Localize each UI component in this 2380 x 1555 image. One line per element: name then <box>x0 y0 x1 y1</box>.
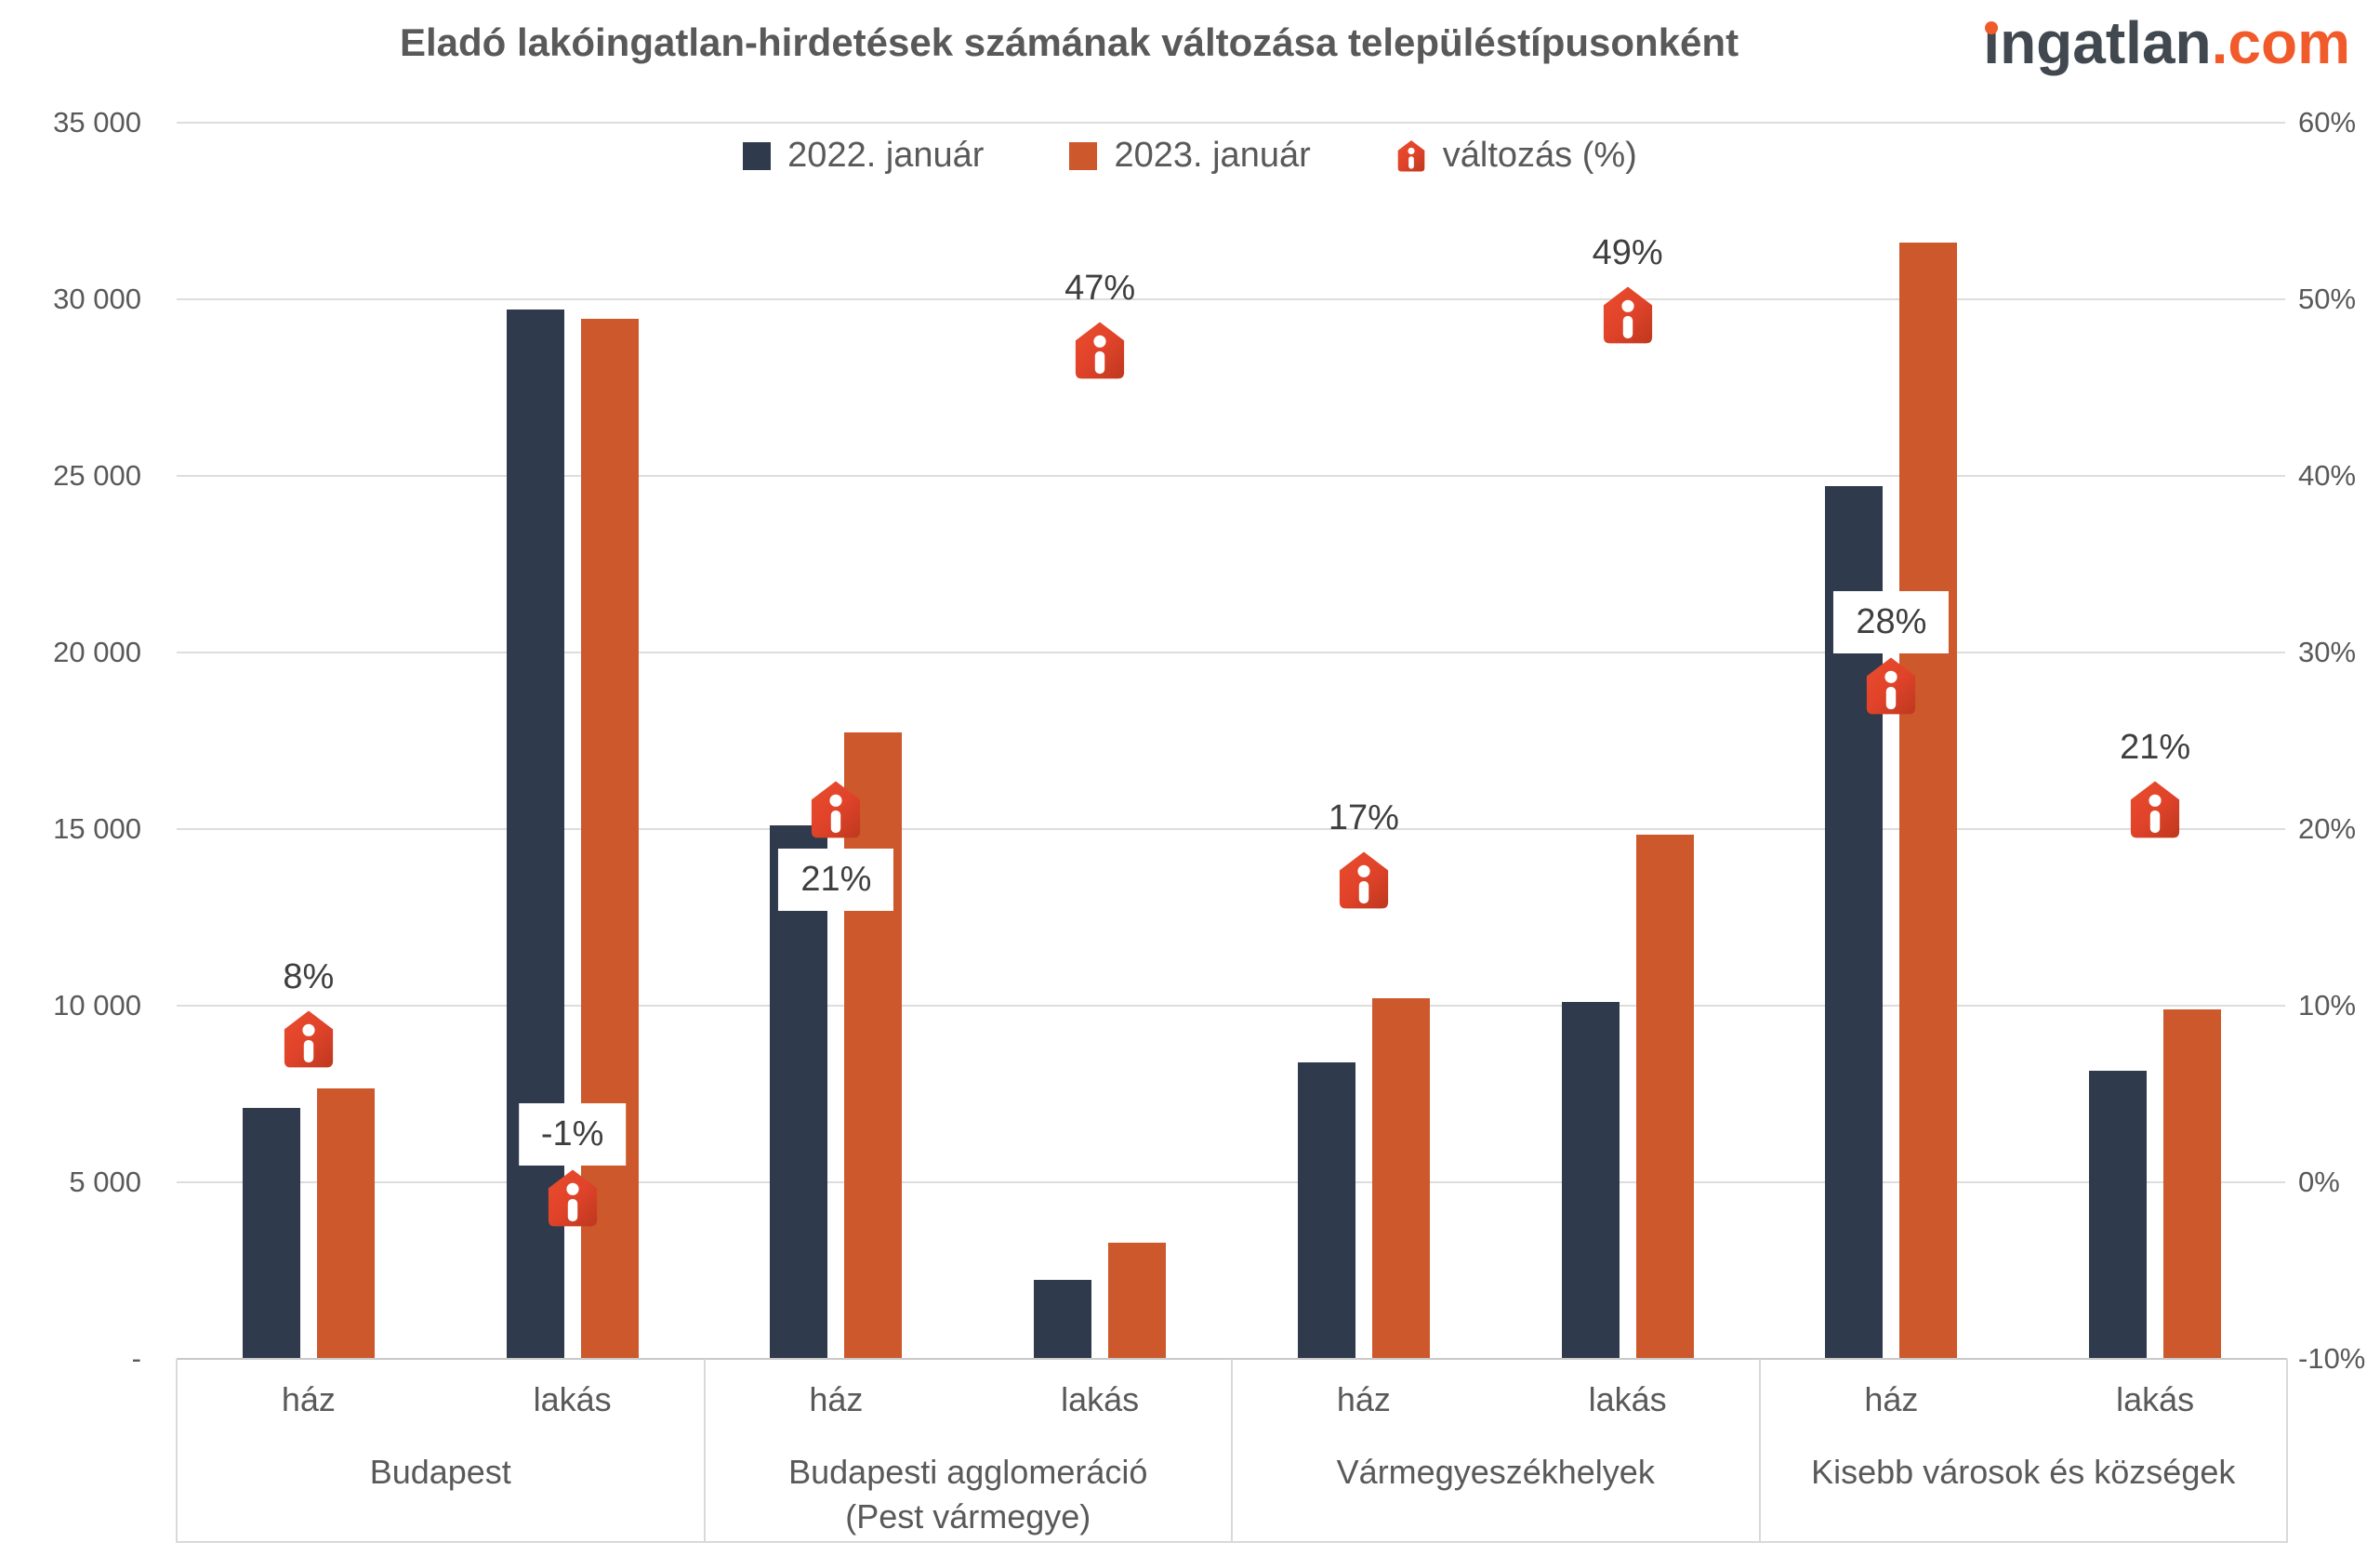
y-axis-tick-label-right: 60% <box>2298 106 2357 138</box>
category-label-lakas: lakás <box>1061 1380 1140 1418</box>
chart-title: Eladó lakóingatlan-hirdetések számának v… <box>399 20 1739 64</box>
legend-label: 2022. január <box>787 136 985 175</box>
change-house-info-icon <box>1864 656 1918 720</box>
legend-item-2023-januar: 2023. január <box>1069 136 1311 176</box>
group-label-budapesti-agglomeracio: Budapesti agglomeráció <box>788 1453 1148 1491</box>
category-label-haz: ház <box>1336 1380 1391 1418</box>
y-axis-tick-label-left: 20 000 <box>53 636 141 668</box>
change-percent-label: 49% <box>1592 233 1663 272</box>
group-label-varmegyeszekhelyek: Vármegyeszékhelyek <box>1336 1453 1655 1491</box>
y-axis-tick-label-left: - <box>131 1342 141 1375</box>
group-label-kisebb-varosok-es-kozsegek: Kisebb városok és községek <box>1811 1453 2236 1491</box>
legend: 2022. január 2023. január változás (%) <box>0 136 2380 176</box>
y-axis-tick-label-right: 10% <box>2298 989 2357 1021</box>
bar-2022-varmegyeszekhelyek-lakas <box>1561 1002 1620 1359</box>
bar-2022-budapesti-agglomeracio-lakas <box>1034 1279 1092 1359</box>
brand-logo: ıngatlan .com <box>1983 13 2350 72</box>
y-axis-tick-label-right: 30% <box>2298 636 2357 668</box>
change-house-info-icon <box>546 1168 600 1232</box>
category-label-haz: ház <box>281 1380 336 1418</box>
brand-logo-dot-icon <box>1985 21 1999 34</box>
gridline <box>177 1005 2285 1007</box>
gridline <box>177 652 2285 653</box>
bar-2023-kisebb-varosok-es-kozsegek-haz <box>1899 243 1958 1359</box>
y-axis-tick-label-left: 35 000 <box>53 106 141 138</box>
y-axis-tick-label-right: 50% <box>2298 283 2357 315</box>
gridline <box>177 1181 2285 1183</box>
category-label-lakas: lakás <box>1588 1380 1667 1418</box>
y-axis-tick-label-left: 25 000 <box>53 459 141 492</box>
bar-2022-varmegyeszekhelyek-haz <box>1297 1061 1355 1359</box>
legend-color-swatch <box>743 141 772 170</box>
house-info-icon <box>1396 139 1426 172</box>
gridline <box>177 828 2285 830</box>
change-house-info-icon <box>809 780 863 844</box>
change-house-info-icon <box>1073 321 1127 385</box>
legend-item-valtozas-: változás (%) <box>1396 136 1637 176</box>
bar-2023-kisebb-varosok-es-kozsegek-lakas <box>2163 1008 2222 1359</box>
change-percent-label: 17% <box>1328 798 1399 837</box>
y-axis-tick-label-left: 30 000 <box>53 283 141 315</box>
y-axis-tick-label-right: 0% <box>2298 1166 2340 1198</box>
category-label-lakas: lakás <box>2116 1380 2195 1418</box>
category-label-haz: ház <box>809 1380 864 1418</box>
change-percent-label: 8% <box>283 957 335 996</box>
group-label-budapesti-agglomeracio: (Pest vármegye) <box>845 1497 1091 1535</box>
change-house-info-icon <box>282 1009 336 1074</box>
y-axis-tick-label-left: 15 000 <box>53 812 141 845</box>
change-percent-label: 28% <box>1833 591 1950 653</box>
legend-label: 2023. január <box>1114 136 1311 175</box>
category-divider <box>1758 1359 1761 1543</box>
category-divider <box>1231 1359 1233 1543</box>
y-axis-tick-label-right: 40% <box>2298 459 2357 492</box>
change-percent-label: 21% <box>778 849 894 911</box>
change-house-info-icon <box>2128 780 2182 844</box>
gridline <box>177 475 2285 477</box>
change-percent-label: -1% <box>518 1103 627 1166</box>
brand-logo-tld: .com <box>2211 9 2350 76</box>
bar-2023-budapest-haz <box>316 1088 375 1359</box>
category-label-haz: ház <box>1864 1380 1919 1418</box>
group-label-budapest: Budapest <box>369 1453 511 1491</box>
change-percent-label: 47% <box>1064 269 1136 308</box>
change-percent-label: 21% <box>2120 728 2191 767</box>
bar-2022-budapesti-agglomeracio-haz <box>770 825 828 1359</box>
bar-2023-varmegyeszekhelyek-lakas <box>1635 834 1694 1359</box>
brand-logo-name: ıngatlan <box>1983 9 2212 76</box>
change-house-info-icon <box>1601 285 1655 349</box>
y-axis-tick-label-right: 20% <box>2298 812 2357 845</box>
bar-2023-budapesti-agglomeracio-lakas <box>1108 1242 1167 1359</box>
bar-2022-kisebb-varosok-es-kozsegek-lakas <box>2089 1071 2148 1359</box>
y-axis-tick-label-right: -10% <box>2298 1342 2366 1375</box>
y-axis-tick-label-left: 10 000 <box>53 989 141 1021</box>
gridline <box>177 122 2285 124</box>
category-divider <box>2286 1359 2288 1543</box>
legend-item-2022-januar: 2022. január <box>743 136 984 176</box>
category-divider <box>176 1359 178 1543</box>
change-house-info-icon <box>1337 850 1391 915</box>
y-axis-tick-label-left: 5 000 <box>69 1166 141 1198</box>
category-divider <box>703 1359 706 1543</box>
gridline <box>177 298 2285 300</box>
legend-label: változás (%) <box>1442 136 1637 175</box>
bar-2023-varmegyeszekhelyek-haz <box>1371 998 1430 1359</box>
category-label-lakas: lakás <box>533 1380 612 1418</box>
legend-color-swatch <box>1069 141 1098 170</box>
bar-2022-budapest-haz <box>242 1108 300 1359</box>
